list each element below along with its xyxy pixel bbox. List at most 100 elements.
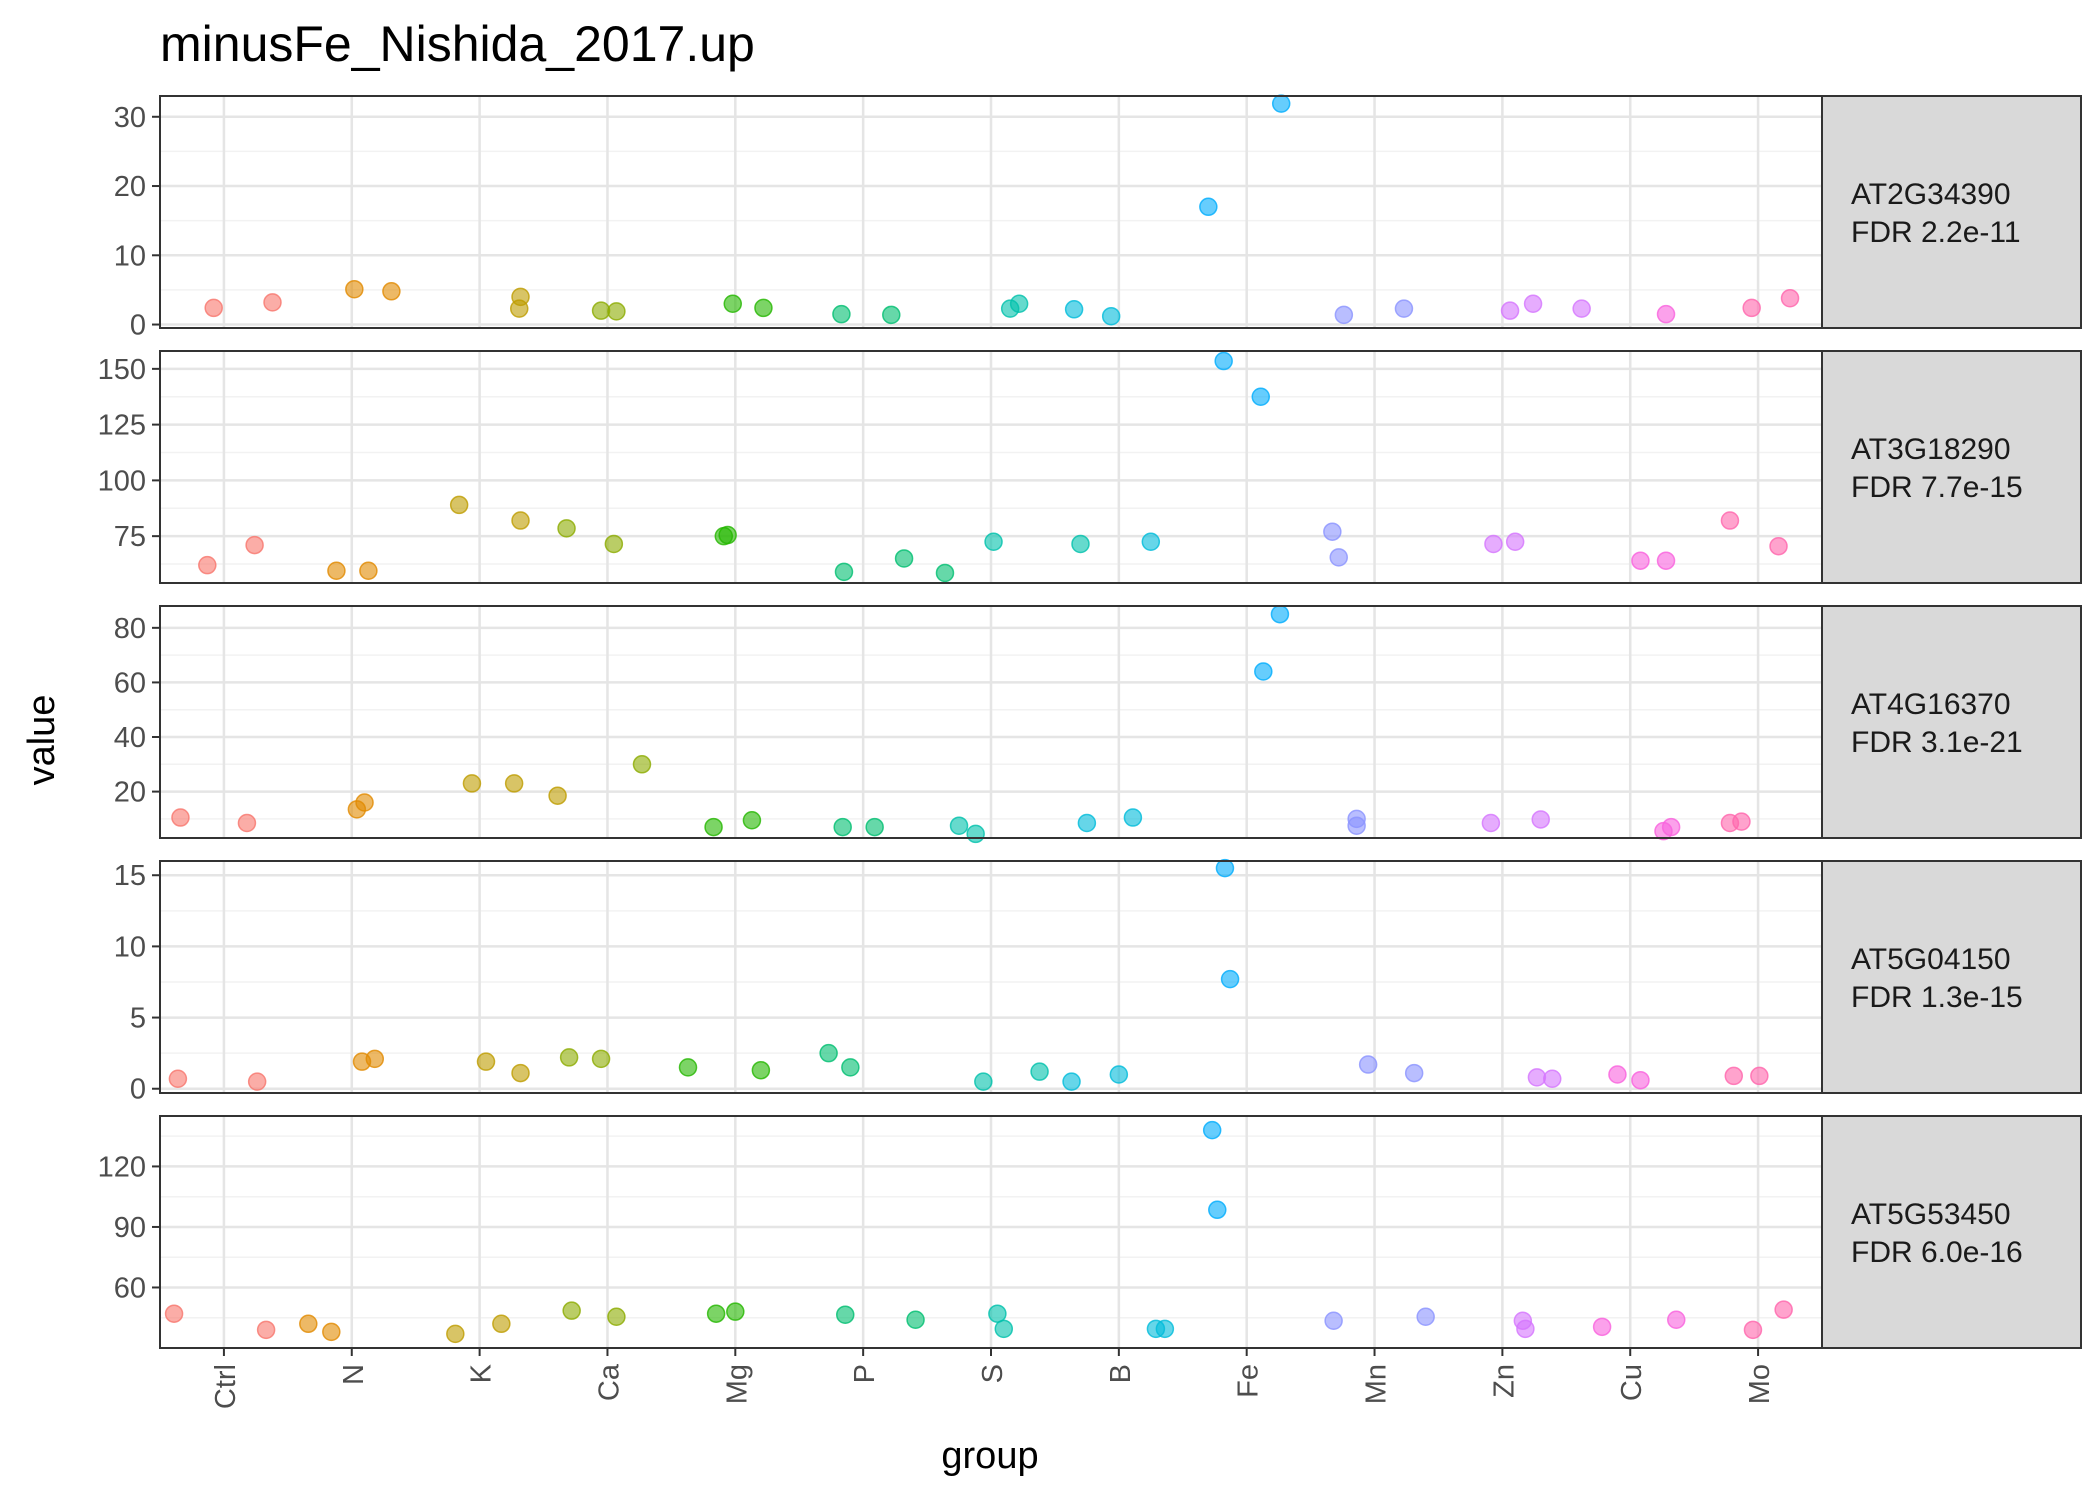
data-point [819, 1043, 838, 1063]
data-point [1394, 299, 1414, 318]
facet-strip [1821, 95, 2082, 329]
data-point [557, 519, 576, 538]
data-point [1667, 1310, 1686, 1330]
data-point [1123, 808, 1143, 827]
x-axis-title: group [941, 1435, 1038, 1477]
facet-strip [1821, 350, 2082, 584]
data-point [492, 1314, 511, 1334]
data-point [548, 786, 567, 805]
facet-fdr-label: FDR 1.3e-15 [1851, 981, 2023, 1014]
data-point [984, 532, 1003, 551]
data-point [1769, 536, 1788, 556]
data-point [1064, 300, 1084, 319]
facet-fdr-label: FDR 6.0e-16 [1851, 1236, 2023, 1269]
x-tick-label: Mg [721, 1364, 753, 1404]
data-point [723, 294, 743, 314]
data-point [949, 816, 969, 835]
data-point [1481, 813, 1501, 833]
data-point [446, 1324, 465, 1344]
y-tick-label: 60 [114, 667, 146, 699]
data-point [834, 562, 854, 582]
data-point [833, 817, 852, 837]
y-tick-label: 80 [114, 613, 146, 645]
data-point [204, 298, 223, 318]
data-point [1404, 1063, 1424, 1083]
x-tick-label: B [1105, 1364, 1137, 1383]
data-point [164, 1304, 184, 1323]
data-point [704, 817, 723, 837]
data-point [562, 1301, 581, 1320]
data-point [1484, 534, 1503, 554]
data-point [882, 305, 901, 325]
data-point [1656, 551, 1676, 570]
data-point [1208, 1200, 1227, 1220]
data-point [1774, 1300, 1793, 1319]
y-tick-label: 30 [114, 102, 146, 134]
data-point [604, 534, 624, 554]
data-point [841, 1058, 860, 1077]
data-point [1631, 1070, 1650, 1090]
x-tick-label: Mo [1744, 1364, 1776, 1404]
x-tick-label: Ctrl [210, 1364, 242, 1409]
y-tick-label: 20 [114, 777, 146, 809]
data-point [1215, 858, 1235, 878]
x-tick-label: Zn [1488, 1364, 1520, 1398]
data-point [355, 793, 374, 812]
data-point [1500, 301, 1520, 320]
y-tick-label: 100 [98, 465, 146, 497]
data-point [322, 1322, 341, 1342]
data-point [1251, 387, 1271, 406]
data-point [1009, 294, 1029, 314]
data-point [263, 293, 282, 312]
x-tick-label: P [849, 1364, 881, 1383]
data-point [1329, 548, 1348, 567]
data-point [632, 755, 652, 774]
facet-fdr-label: FDR 7.7e-15 [1851, 471, 2023, 504]
data-point [476, 1052, 496, 1071]
y-tick-label: 120 [98, 1151, 146, 1183]
data-point [1254, 662, 1273, 681]
data-point [1141, 532, 1161, 551]
x-tick-label: K [466, 1363, 498, 1383]
facet-panel: 0 10 20 30 AT2G34390 FDR 2.2e-11 [114, 94, 2082, 342]
y-axis-title: value [21, 695, 63, 786]
y-tick-label: 5 [130, 1003, 146, 1035]
data-point [559, 1048, 579, 1067]
data-point [1109, 1065, 1129, 1084]
facet-gene-label: AT5G53450 [1851, 1198, 2011, 1231]
data-point [742, 811, 762, 830]
data-point [726, 1302, 745, 1321]
x-tick-label: N [338, 1364, 370, 1385]
data-point [1516, 1319, 1535, 1339]
data-point [1202, 1120, 1222, 1140]
facet-panel: 20 40 60 80 AT4G16370 FDR 3.1e-21 [114, 604, 2082, 844]
data-point [1030, 1062, 1049, 1081]
data-point [299, 1314, 318, 1334]
y-tick-label: 60 [114, 1272, 146, 1304]
x-tick-label: Fe [1233, 1364, 1265, 1398]
data-point [365, 1049, 385, 1069]
data-point [706, 1304, 726, 1323]
facet-gene-label: AT5G04150 [1851, 943, 2011, 976]
x-tick-label: Cu [1616, 1364, 1648, 1401]
data-point [1661, 817, 1681, 837]
data-point [256, 1320, 276, 1340]
data-point [678, 1058, 698, 1077]
chart-title: minusFe_Nishida_2017.up [160, 16, 755, 72]
data-point [345, 279, 364, 299]
data-point [1527, 1068, 1547, 1087]
y-tick-label: 150 [98, 354, 146, 386]
x-tick-label: Ca [593, 1363, 625, 1401]
x-tick-label: S [977, 1364, 1009, 1383]
facet-panel: 60 90 120 AT5G53450 FDR 6.0e-16 [98, 1115, 2082, 1349]
y-tick-label: 20 [114, 171, 146, 203]
data-point [865, 817, 884, 837]
data-point [1732, 812, 1751, 831]
data-point [1214, 351, 1233, 371]
data-point [171, 808, 190, 827]
data-point [935, 563, 955, 583]
data-point [1531, 810, 1550, 829]
data-point [966, 824, 985, 844]
data-point [509, 299, 529, 318]
data-point [836, 1305, 855, 1324]
